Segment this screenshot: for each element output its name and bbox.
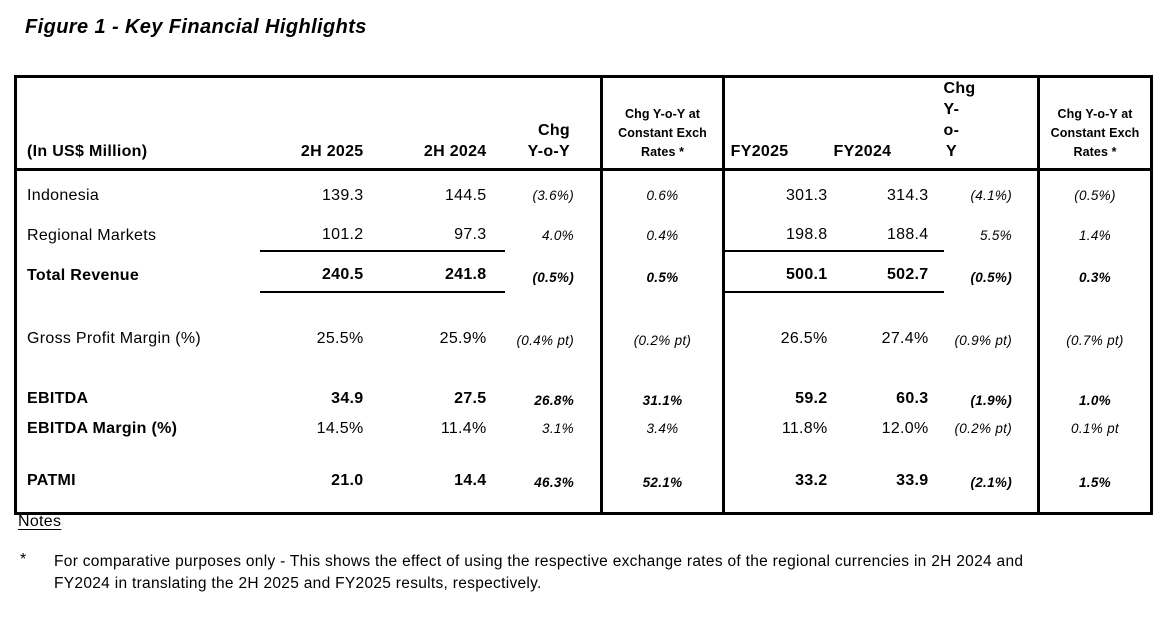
- cell-fy2024: 502.7: [833, 251, 944, 293]
- cell-2h-2025: 101.2: [259, 220, 370, 252]
- cell-chg-const-fy: 0.1% pt: [1037, 410, 1152, 447]
- table-row-patmi: PATMI 21.0 14.4 46.3% 52.1% 33.2 33.9 (2…: [16, 447, 1152, 514]
- cell-chg-yoy: 4.0%: [542, 228, 574, 243]
- cell-fy2025: 301.3: [785, 186, 828, 204]
- cell-label: EBITDA Margin (%): [27, 419, 178, 437]
- col-header-2h-2025: 2H 2025: [259, 76, 370, 171]
- cell-chg-const-fy: 1.0%: [1037, 360, 1152, 410]
- cell-fy2025: 198.8: [723, 220, 834, 252]
- figure-title: Figure 1 - Key Financial Highlights: [25, 16, 367, 38]
- cell-label: Gross Profit Margin (%): [27, 330, 202, 347]
- table-row-indonesia: Indonesia 139.3 144.5 (3.6%) 0.6% 301.3 …: [16, 169, 1152, 220]
- table-row-gross-profit-margin: Gross Profit Margin (%) 25.5% 25.9% (0.4…: [16, 292, 1152, 360]
- cell-chg-yoy-fy: 5.5%: [980, 228, 1012, 243]
- cell-chg-const: 0.5%: [600, 251, 725, 292]
- cell-chg-yoy-fy: (1.9%): [970, 393, 1012, 408]
- cell-chg-const-fy: 1.4%: [1037, 220, 1152, 251]
- cell-chg-const: 31.1%: [600, 360, 725, 410]
- cell-chg-yoy-fy: (4.1%): [970, 188, 1012, 203]
- cell-2h-2024: 25.9%: [439, 330, 487, 347]
- col-header-unit-label: (In US$ Million): [15, 76, 260, 171]
- cell-2h-2025: 25.5%: [316, 330, 364, 347]
- table-row-ebitda-margin: EBITDA Margin (%) 14.5% 11.4% 3.1% 3.4% …: [16, 410, 1152, 447]
- cell-2h-2024: 97.3: [369, 220, 505, 252]
- note-asterisk: *: [20, 551, 27, 568]
- table-header-row: (In US$ Million) 2H 2025 2H 2024 Chg Y-o…: [15, 76, 1152, 171]
- cell-fy2024: 33.9: [896, 472, 929, 489]
- cell-chg-yoy-fy: (0.5%): [970, 270, 1012, 285]
- cell-label: PATMI: [27, 472, 76, 489]
- cell-fy2025: 11.8%: [781, 419, 828, 437]
- cell-fy2024: 27.4%: [881, 330, 929, 347]
- cell-fy2025: 59.2: [795, 390, 828, 407]
- col-header-2h-2024: 2H 2024: [369, 76, 505, 171]
- cell-label: Regional Markets: [27, 226, 157, 244]
- cell-chg-const: (0.2% pt): [600, 292, 725, 360]
- cell-chg-yoy: (3.6%): [532, 188, 574, 203]
- cell-fy2025: 33.2: [795, 472, 828, 489]
- cell-2h-2024: 14.4: [454, 472, 487, 489]
- cell-chg-yoy-fy: (0.9% pt): [954, 333, 1012, 348]
- cell-chg-yoy-fy: (2.1%): [970, 475, 1012, 490]
- cell-2h-2024: 241.8: [369, 251, 505, 293]
- col-header-chg-yoy: Chg Y-o-Y: [504, 76, 602, 171]
- col-header-chg-const-exch-fy: Chg Y-o-Y at Constant Exch Rates *: [1037, 76, 1152, 171]
- cell-label: Total Revenue: [27, 267, 140, 284]
- cell-2h-2025: 14.5%: [316, 419, 364, 437]
- cell-chg-yoy: 26.8%: [534, 393, 574, 408]
- cell-label: Indonesia: [27, 186, 100, 204]
- cell-fy2024: 12.0%: [881, 419, 929, 437]
- cell-fy2025: 26.5%: [780, 330, 828, 347]
- cell-2h-2025: 21.0: [331, 472, 364, 489]
- col-header-chg-const-exch: Chg Y-o-Y at Constant Exch Rates *: [600, 76, 725, 171]
- cell-chg-yoy: 46.3%: [534, 475, 574, 490]
- col-header-fy2024: FY2024: [833, 76, 944, 171]
- cell-chg-const: 3.4%: [600, 410, 725, 447]
- financial-highlights-table: (In US$ Million) 2H 2025 2H 2024 Chg Y-o…: [14, 75, 1153, 515]
- cell-chg-yoy-fy: (0.2% pt): [954, 421, 1012, 436]
- cell-label: EBITDA: [27, 390, 89, 407]
- cell-chg-const: 0.6%: [600, 169, 725, 220]
- col-header-fy2025: FY2025: [723, 76, 834, 171]
- cell-fy2024: 60.3: [896, 390, 929, 407]
- cell-2h-2024: 27.5: [454, 390, 487, 407]
- cell-2h-2024: 11.4%: [440, 419, 487, 437]
- cell-2h-2025: 139.3: [321, 186, 364, 204]
- cell-2h-2025: 34.9: [331, 390, 364, 407]
- cell-chg-yoy: (0.5%): [532, 270, 574, 285]
- notes-heading: Notes: [18, 513, 62, 530]
- table-row-total-revenue: Total Revenue 240.5 241.8 (0.5%) 0.5% 50…: [16, 251, 1152, 293]
- cell-chg-const-fy: (0.7% pt): [1037, 292, 1152, 360]
- note-text: For comparative purposes only - This sho…: [54, 553, 1024, 592]
- cell-2h-2025: 240.5: [259, 251, 370, 293]
- cell-fy2024: 314.3: [886, 186, 929, 204]
- table-row-ebitda: EBITDA 34.9 27.5 26.8% 31.1% 59.2 60.3 (…: [16, 360, 1152, 410]
- note-item: * For comparative purposes only - This s…: [20, 551, 1039, 595]
- col-header-chg-yoy-fy: Chg Y-o-Y: [943, 76, 1039, 171]
- cell-fy2024: 188.4: [833, 220, 944, 252]
- table-row-regional-markets: Regional Markets 101.2 97.3 4.0% 0.4% 19…: [16, 220, 1152, 252]
- cell-chg-const-fy: 0.3%: [1037, 251, 1152, 292]
- cell-chg-yoy: (0.4% pt): [516, 333, 574, 348]
- cell-chg-const-fy: 1.5%: [1037, 447, 1152, 514]
- cell-chg-const: 52.1%: [600, 447, 725, 514]
- cell-fy2025: 500.1: [723, 251, 834, 293]
- cell-chg-const-fy: (0.5%): [1037, 169, 1152, 220]
- cell-2h-2024: 144.5: [444, 186, 487, 204]
- cell-chg-const: 0.4%: [600, 220, 725, 251]
- cell-chg-yoy: 3.1%: [542, 421, 574, 436]
